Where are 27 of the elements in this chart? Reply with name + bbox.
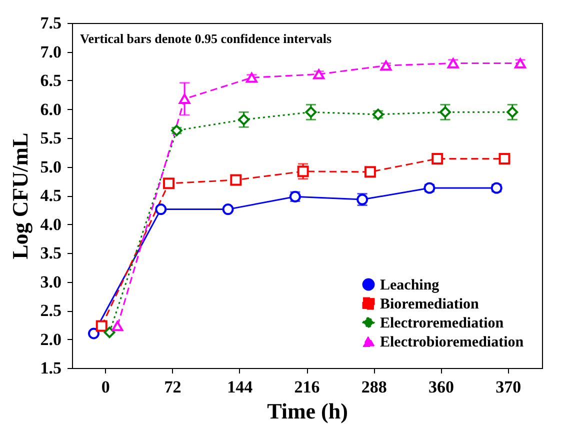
y-tick-label: 6.0: [40, 100, 62, 119]
x-tick-label: 216: [294, 378, 320, 396]
y-tick-label: 5.5: [40, 128, 62, 148]
legend-label: Electrobioremediation: [380, 334, 524, 350]
y-axis-title: Log CFU/mL: [7, 132, 32, 260]
y-tick-label: 4.5: [40, 186, 62, 205]
x-axis-title: Time (h): [267, 398, 348, 424]
y-tick-label: 3.5: [40, 244, 62, 262]
x-tick-label: 72: [164, 378, 182, 396]
y-tick-label: 7.5: [40, 14, 62, 32]
y-tick-label: 1.5: [40, 358, 62, 378]
x-tick-label: 360: [428, 378, 454, 396]
y-tick-label: 2.5: [40, 301, 62, 320]
y-tick-label: 4.0: [40, 214, 62, 234]
x-tick-label: 288: [361, 378, 387, 396]
y-tick-label: 6.5: [40, 71, 62, 90]
y-tick-label: 7.0: [40, 42, 62, 62]
y-tick-label: 2.0: [40, 330, 62, 349]
x-tick-label: 0: [101, 378, 110, 396]
x-tick-label: 370: [496, 378, 522, 396]
x-tick-label: 144: [227, 378, 254, 396]
legend-label: Bioremediation: [380, 296, 480, 312]
legend-label: Electroremediation: [380, 316, 504, 332]
annotation: Vertical bars denote 0.95 confidence intervals: [80, 31, 332, 46]
y-tick-label: 5.0: [40, 157, 62, 176]
y-tick-label: 3.0: [40, 272, 62, 292]
legend-label: Leaching: [380, 278, 440, 294]
